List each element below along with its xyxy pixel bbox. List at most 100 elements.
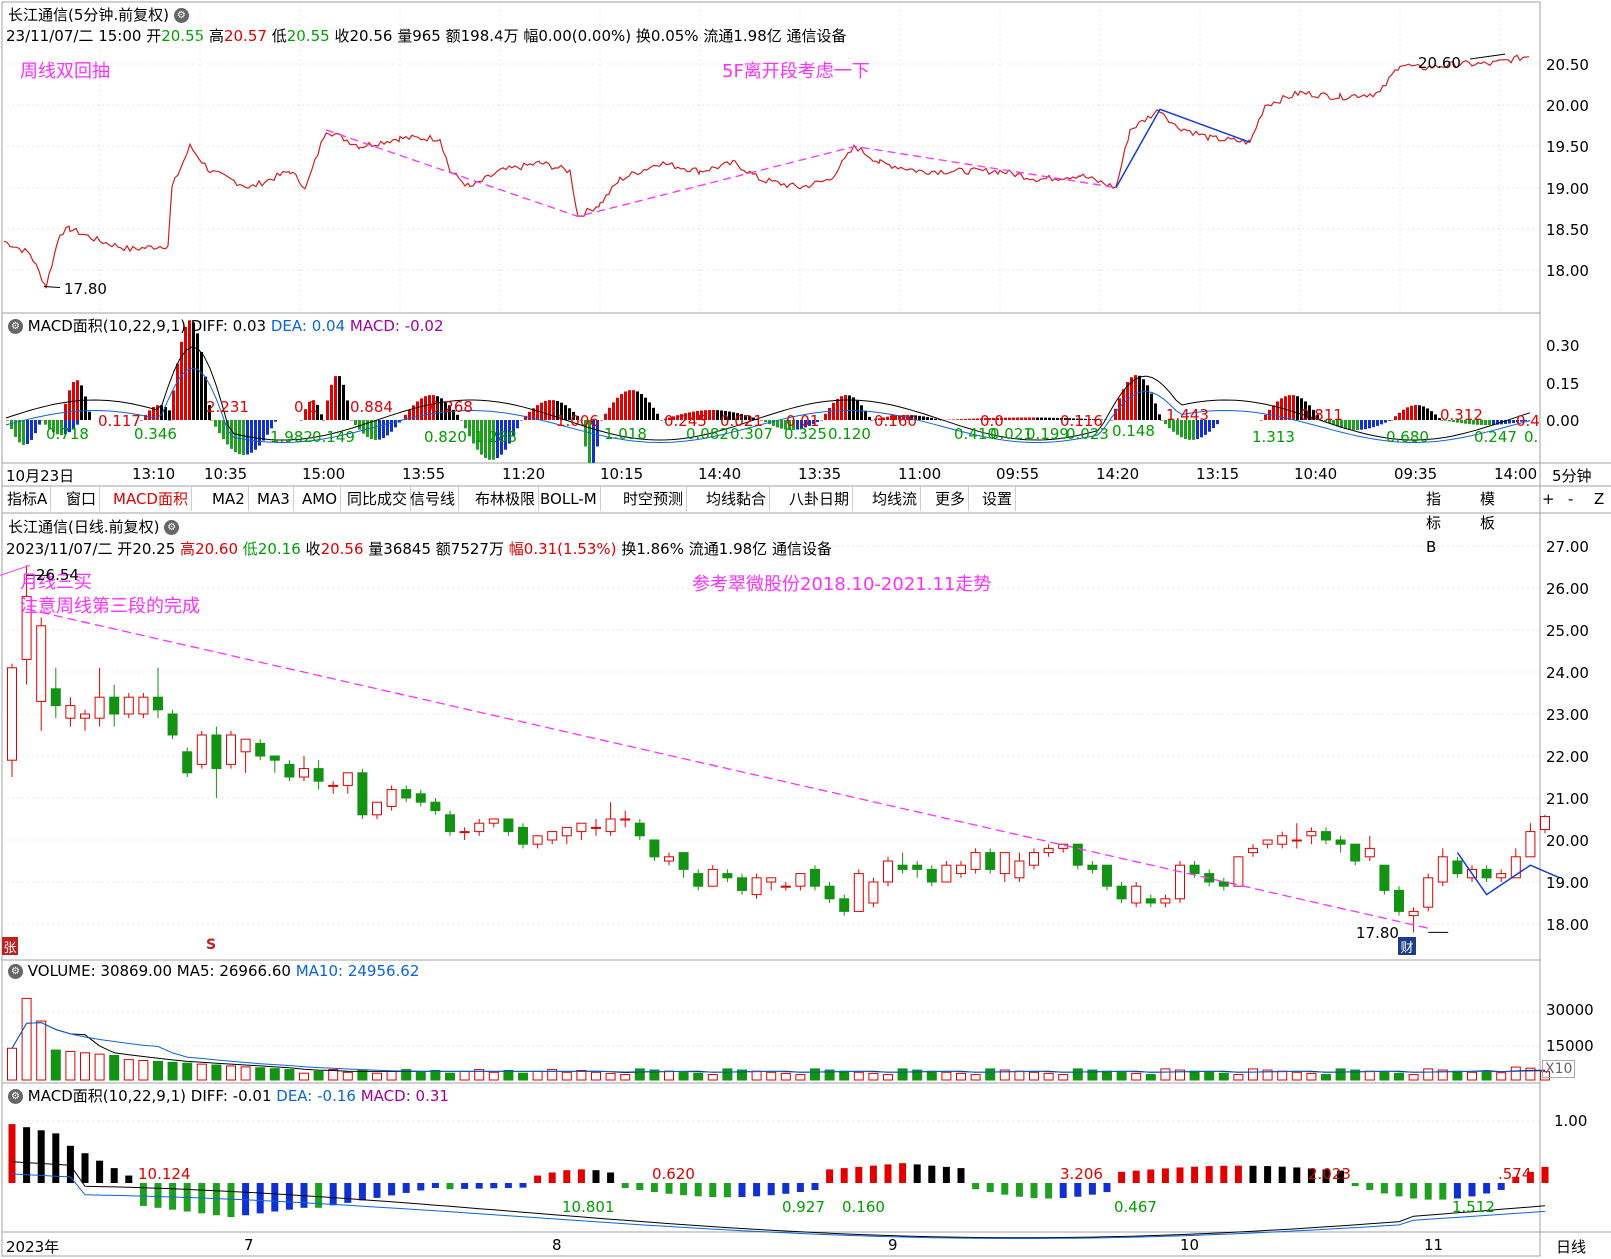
volume-label[interactable]: VOLUME: 30869.00 — [27, 962, 172, 980]
finance-badge[interactable]: 财 — [1398, 937, 1416, 956]
sell-signal-badge[interactable]: S — [206, 937, 217, 953]
macd-bar — [214, 420, 217, 427]
macd-bar — [540, 402, 543, 420]
toolbar-tab[interactable]: 指标A — [4, 487, 52, 511]
toolbar-tab[interactable]: 设置 — [979, 487, 1017, 511]
macd-bar — [320, 414, 323, 420]
macd-bar — [266, 420, 269, 435]
toolbar-tab[interactable]: 窗口 — [63, 487, 101, 511]
zoom-out-button[interactable]: - — [1568, 490, 1574, 508]
toolbar-tab[interactable]: MA2 — [209, 487, 249, 511]
toolbar-tab[interactable]: 信号线 — [407, 487, 460, 511]
macd-bar — [490, 1183, 498, 1189]
macd-top-area-label: 1.018 — [604, 425, 647, 443]
settings-gear-icon[interactable]: ⚙ — [164, 520, 180, 535]
period-bottom[interactable]: 日线 — [1556, 1238, 1587, 1256]
candle-body — [766, 877, 777, 883]
candle-body — [678, 852, 689, 870]
macd-bottom-name[interactable]: MACD面积(10,22,9,1) — [27, 1087, 187, 1105]
macd-bar — [1380, 1183, 1388, 1194]
macd-top-area-label: 2.231 — [206, 398, 249, 416]
macd-bar — [1300, 398, 1303, 420]
macd-bar — [452, 409, 455, 420]
daily-float: 流通1.98亿 — [688, 540, 768, 558]
macd-bar — [928, 1165, 936, 1183]
macd-bar — [192, 322, 195, 420]
toolbar-tab[interactable]: BOLL-M — [537, 487, 601, 511]
macd-top-name[interactable]: MACD面积(10,22,9,1) — [27, 317, 187, 335]
intraday-note-left: 周线双回抽 — [20, 61, 110, 82]
macd-top-area-label: 0.312 — [1440, 406, 1483, 424]
macd-bar — [984, 418, 987, 420]
reset-button[interactable]: Z — [1594, 490, 1605, 508]
settings-gear-icon[interactable]: ⚙ — [173, 8, 189, 23]
macd-bar — [436, 396, 439, 420]
volume-bar — [824, 1069, 835, 1081]
settings-gear-icon[interactable]: ⚙ — [8, 319, 23, 334]
candle-body — [518, 826, 528, 845]
time-axis-label: 14:20 — [1096, 465, 1140, 483]
macd-bar — [816, 420, 819, 423]
toolbar-tab[interactable]: 更多 — [932, 487, 970, 511]
macd-bar — [772, 420, 775, 426]
volume-bar — [926, 1070, 937, 1081]
macd-bar — [1012, 417, 1015, 420]
daily-sector[interactable]: 通信设备 — [771, 540, 832, 558]
settings-gear-icon[interactable]: ⚙ — [8, 1089, 23, 1104]
intraday-high: 20.57 — [223, 27, 267, 45]
volume-bar — [299, 1072, 309, 1081]
macd-bar — [1351, 1183, 1359, 1187]
zhang-badge[interactable]: 张 — [2, 937, 18, 956]
volume-bar — [1102, 1070, 1112, 1081]
toolbar-tab[interactable]: MACD面积 — [110, 487, 192, 511]
volume-bar — [853, 1071, 864, 1081]
toolbar-tab[interactable]: AMO — [299, 487, 342, 511]
toolbar-tab[interactable]: 同比成交 — [344, 487, 412, 511]
volume-bar — [1189, 1070, 1200, 1081]
toolbar-tab[interactable]: MA3 — [254, 487, 294, 511]
candle — [474, 819, 485, 836]
macd-bar — [125, 1175, 133, 1183]
template-tab[interactable]: 模 板 — [1480, 490, 1496, 532]
zoom-in-button[interactable]: + — [1542, 490, 1555, 508]
toolbar-tab[interactable]: 均线黏合 — [703, 487, 771, 511]
toolbar-tab[interactable]: 布林极限 — [472, 487, 540, 511]
volume-bar — [1087, 1069, 1098, 1081]
intraday-open-label: 开 — [146, 27, 162, 45]
daily-title[interactable]: 长江通信(日线.前复权) — [8, 518, 160, 536]
toolbar-tab[interactable]: 八卦日期 — [786, 487, 854, 511]
settings-gear-icon[interactable]: ⚙ — [8, 964, 23, 979]
candle-body — [7, 667, 17, 761]
intraday-sector[interactable]: 通信设备 — [786, 27, 847, 45]
candle-body — [751, 877, 762, 896]
macd-bar — [1422, 406, 1425, 420]
indicator-b-tab[interactable]: 指标B — [1426, 490, 1442, 556]
macd-bar — [1080, 418, 1083, 420]
candle-body — [123, 696, 134, 715]
candle — [1408, 907, 1419, 933]
candle — [503, 818, 514, 836]
macd-bar — [316, 404, 319, 420]
macd-bar — [402, 1183, 410, 1193]
volume-bar — [36, 1020, 47, 1081]
macd-bar — [1288, 395, 1291, 420]
daily-note-1: 月线三买 — [20, 572, 92, 593]
macd-bar — [1444, 420, 1447, 421]
macd-top-area-label: 0.718 — [46, 425, 89, 443]
intraday-title[interactable]: 长江通信(5分钟.前复权) — [8, 6, 170, 24]
macd-bar — [76, 420, 79, 425]
period-selector[interactable]: 5分钟 — [1552, 467, 1592, 485]
macd-bar — [508, 420, 511, 444]
volume-bar — [751, 1070, 762, 1081]
toolbar-tab[interactable]: 均线流 — [869, 487, 922, 511]
macd-bar — [1348, 420, 1351, 430]
macd-bar — [1453, 1183, 1461, 1199]
macd-bottom-area-label: .574 — [1498, 1165, 1532, 1183]
macd-bottom-macd: MACD: 0.31 — [360, 1087, 449, 1105]
toolbar-tab[interactable]: 时空预测 — [620, 487, 688, 511]
macd-bottom-area-label: 0.927 — [782, 1198, 825, 1216]
intraday-turnover: 换0.05% — [635, 27, 699, 45]
macd-bar — [884, 1164, 892, 1183]
macd-bar — [1184, 420, 1187, 440]
